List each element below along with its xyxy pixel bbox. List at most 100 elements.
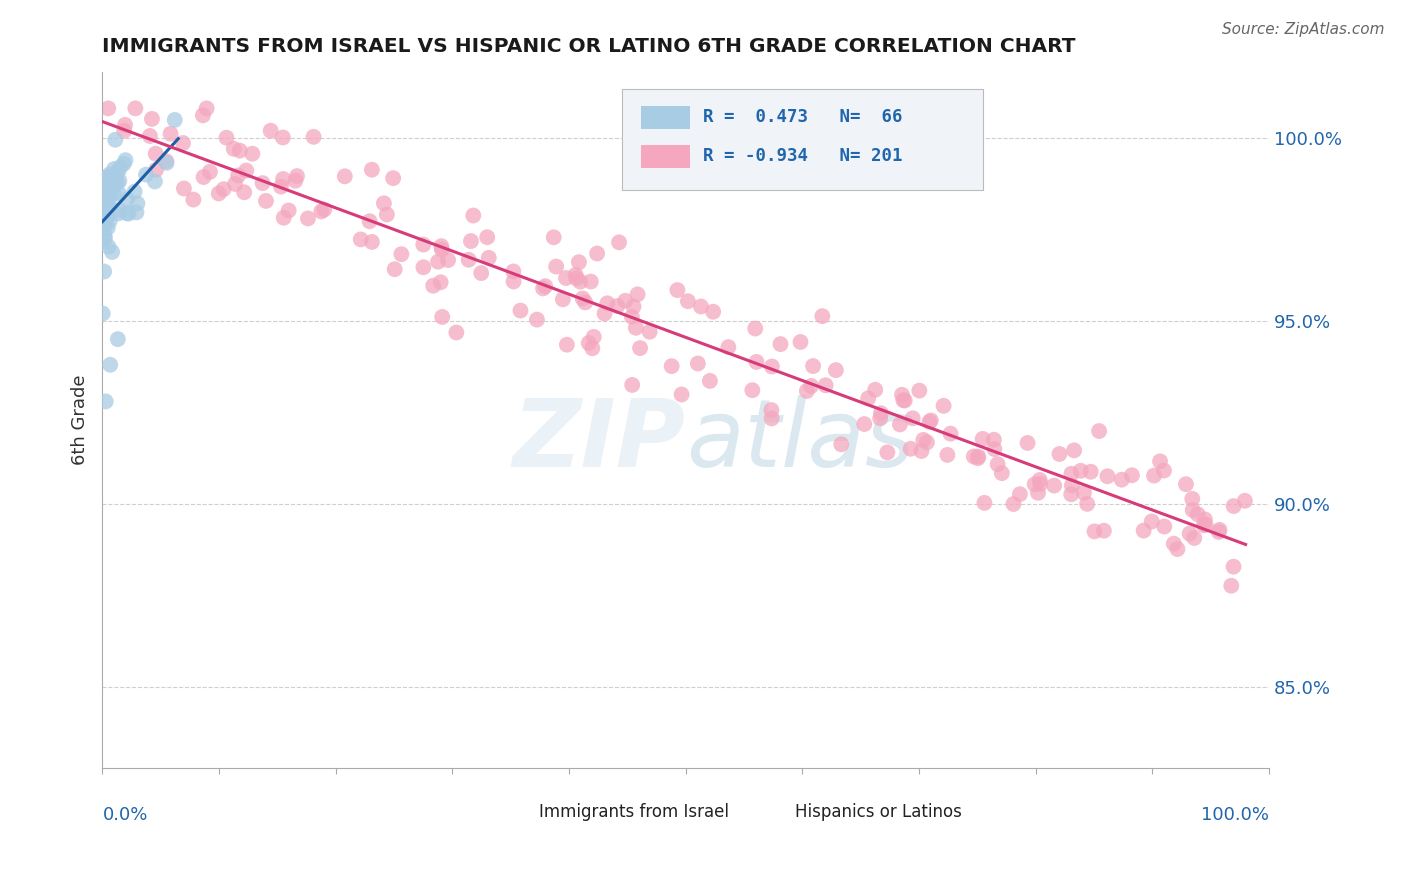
Point — [824, 363, 846, 377]
Point — [936, 448, 959, 462]
Bar — [641, 145, 690, 168]
Point — [789, 334, 811, 349]
Point — [568, 255, 591, 269]
Point — [115, 193, 138, 207]
Point — [93, 192, 115, 206]
Point — [98, 167, 121, 181]
Point — [769, 337, 792, 351]
Point — [564, 268, 586, 282]
Point — [112, 124, 135, 138]
Point — [124, 101, 146, 115]
Point — [876, 445, 898, 459]
Point — [193, 169, 215, 184]
Point — [869, 411, 891, 425]
Point — [101, 181, 124, 195]
Point — [574, 295, 596, 310]
Point — [1174, 477, 1197, 491]
Point — [967, 450, 990, 464]
Point — [801, 359, 824, 373]
Point — [254, 194, 277, 208]
Point — [1222, 499, 1244, 513]
Point — [208, 186, 231, 201]
Point — [1076, 497, 1098, 511]
Point — [1153, 464, 1175, 478]
Point — [91, 235, 114, 249]
Point — [621, 378, 644, 392]
Point — [108, 202, 131, 217]
Point — [98, 171, 121, 186]
Point — [212, 182, 235, 196]
Point — [273, 211, 295, 225]
Point — [973, 496, 995, 510]
Point — [1149, 454, 1171, 468]
Text: Hispanics or Latinos: Hispanics or Latinos — [796, 803, 962, 821]
Point — [502, 275, 524, 289]
Point — [1002, 497, 1025, 511]
Point — [666, 283, 689, 297]
Point — [1111, 473, 1133, 487]
Point — [915, 435, 938, 450]
Point — [159, 127, 181, 141]
Point — [96, 169, 118, 184]
Point — [546, 260, 568, 274]
Point — [1029, 477, 1052, 491]
Point — [891, 393, 914, 408]
Point — [101, 179, 124, 194]
Point — [582, 330, 605, 344]
Point — [457, 252, 479, 267]
Point — [531, 281, 554, 295]
Point — [91, 213, 114, 227]
Point — [173, 181, 195, 195]
Point — [1097, 469, 1119, 483]
Point — [98, 201, 121, 215]
Point — [543, 230, 565, 244]
Point — [478, 251, 501, 265]
Point — [108, 186, 131, 201]
Point — [135, 168, 157, 182]
Point — [96, 186, 118, 201]
Point — [1143, 468, 1166, 483]
Point — [373, 196, 395, 211]
Point — [112, 157, 135, 171]
Point — [963, 450, 986, 464]
Point — [198, 165, 221, 179]
Point — [104, 133, 127, 147]
Point — [94, 212, 117, 227]
Point — [932, 399, 955, 413]
Point — [215, 130, 238, 145]
Point — [991, 466, 1014, 480]
Point — [145, 162, 167, 177]
Point — [314, 202, 336, 217]
Point — [1132, 524, 1154, 538]
Point — [96, 202, 118, 217]
Point — [155, 156, 177, 170]
Point — [125, 205, 148, 219]
Point — [437, 252, 460, 267]
Point — [98, 181, 121, 195]
Point — [620, 310, 643, 324]
Point — [107, 206, 129, 220]
Point — [141, 112, 163, 126]
Point — [98, 188, 121, 202]
Point — [143, 174, 166, 188]
Point — [477, 230, 499, 244]
Point — [145, 146, 167, 161]
Point — [1187, 507, 1209, 521]
Point — [853, 417, 876, 431]
Text: Source: ZipAtlas.com: Source: ZipAtlas.com — [1222, 22, 1385, 37]
Point — [93, 264, 115, 278]
Point — [333, 169, 356, 184]
Point — [614, 293, 637, 308]
Point — [389, 247, 412, 261]
Point — [101, 245, 124, 260]
Text: Immigrants from Israel: Immigrants from Israel — [538, 803, 728, 821]
Point — [107, 165, 129, 179]
Point — [578, 336, 600, 351]
Point — [384, 262, 406, 277]
Point — [983, 442, 1005, 456]
Y-axis label: 6th Grade: 6th Grade — [72, 375, 89, 465]
Point — [93, 211, 115, 225]
Point — [1070, 464, 1092, 478]
Point — [226, 169, 249, 183]
Point — [97, 220, 120, 235]
